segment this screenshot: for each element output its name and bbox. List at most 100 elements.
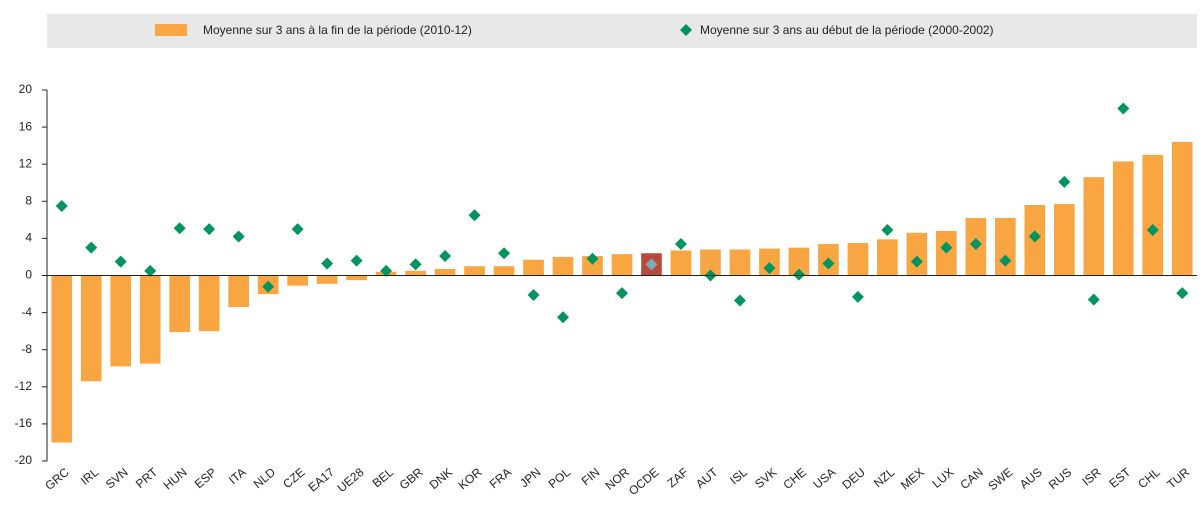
bar (700, 249, 721, 276)
bar (523, 259, 544, 276)
x-tick-label: BEL (370, 465, 397, 491)
bar (287, 275, 308, 286)
bar (1083, 177, 1105, 276)
y-tick-label: -4 (21, 305, 32, 319)
x-tick-label: DNK (427, 465, 455, 492)
bar (582, 256, 603, 276)
bar (995, 217, 1016, 276)
marker (262, 280, 275, 293)
y-tick-label: -20 (15, 453, 33, 467)
x-tick-label: MEX (898, 465, 927, 492)
x-tick-label: CAN (957, 465, 985, 492)
y-tick-label: 0 (25, 268, 32, 282)
bar (729, 249, 751, 276)
bar (169, 275, 191, 333)
x-tick-label: FRA (487, 465, 514, 491)
x-tick-label: AUS (1017, 465, 1045, 492)
marker (321, 257, 334, 270)
marker (674, 237, 687, 250)
bar (906, 232, 928, 276)
marker (822, 257, 835, 270)
bar (464, 266, 485, 276)
bar (139, 275, 161, 364)
y-tick-label: 4 (25, 231, 32, 245)
marker (792, 268, 805, 281)
y-tick-label: -8 (21, 342, 32, 356)
marker (114, 255, 127, 268)
x-tick-label: ISL (727, 465, 750, 488)
x-tick-label: LUX (929, 465, 956, 491)
bar (228, 275, 249, 308)
legend-swatch (155, 24, 187, 36)
marker (645, 258, 658, 271)
bar (552, 256, 574, 276)
x-tick-label: FIN (579, 465, 603, 488)
marker (1058, 175, 1071, 188)
marker (851, 290, 864, 303)
bar (80, 275, 102, 382)
marker (1146, 224, 1159, 237)
marker (1117, 102, 1130, 115)
bar (198, 275, 220, 332)
x-tick-label: CZE (280, 465, 307, 491)
marker (763, 262, 776, 275)
x-tick-label: ZAF (665, 465, 691, 490)
bar (1053, 204, 1075, 276)
bar (316, 275, 338, 284)
bar (847, 243, 869, 276)
marker (733, 294, 746, 307)
y-tick-label: 8 (25, 193, 32, 207)
x-tick-label: NLD (251, 465, 279, 491)
marker (999, 254, 1012, 267)
x-tick-label: ESP (192, 465, 219, 491)
marker (291, 223, 304, 236)
marker (527, 288, 540, 301)
legend-label: Moyenne sur 3 ans au début de la période… (700, 23, 994, 37)
marker (1176, 287, 1189, 300)
y-tick-label: -12 (15, 379, 33, 393)
x-tick-label: PRT (133, 465, 161, 491)
x-tick-label: HUN (161, 465, 190, 492)
marker (940, 241, 953, 254)
x-tick-label: CHE (780, 465, 808, 492)
bar (877, 239, 898, 276)
bar (1171, 141, 1193, 276)
x-tick-label: SWE (985, 465, 1015, 493)
x-tick-label: GRC (42, 465, 72, 493)
bar (110, 275, 132, 367)
marker (55, 199, 68, 212)
bar (611, 254, 633, 276)
x-tick-label: SVK (752, 465, 779, 491)
marker (1087, 293, 1100, 306)
marker (409, 258, 422, 271)
bar (670, 250, 692, 276)
marker (232, 230, 245, 243)
bar (405, 270, 426, 276)
marker (910, 255, 923, 268)
x-tick-label: SVN (103, 465, 131, 492)
y-tick-label: 12 (19, 156, 33, 170)
x-tick-label: NZL (871, 465, 898, 491)
x-tick-label: OCDE (626, 465, 662, 498)
marker (380, 264, 393, 277)
legend-label: Moyenne sur 3 ans à la fin de la période… (203, 23, 472, 37)
bar (346, 275, 367, 281)
x-tick-label: KOR (456, 465, 485, 493)
marker (439, 250, 452, 263)
x-tick-label: DEU (839, 465, 867, 492)
marker (173, 222, 186, 235)
x-tick-label: AUT (693, 465, 721, 492)
marker (144, 264, 157, 277)
y-tick-label: 16 (19, 119, 33, 133)
marker (557, 311, 570, 324)
marker (969, 237, 982, 250)
x-tick-label: EST (1106, 465, 1133, 491)
bar (1142, 154, 1164, 276)
marker (1028, 230, 1041, 243)
marker (85, 241, 98, 254)
marker (468, 209, 481, 222)
x-tick-label: RUS (1046, 465, 1074, 492)
marker (586, 252, 599, 265)
x-tick-label: ISR (1079, 465, 1104, 489)
x-tick-label: TUR (1164, 465, 1192, 492)
